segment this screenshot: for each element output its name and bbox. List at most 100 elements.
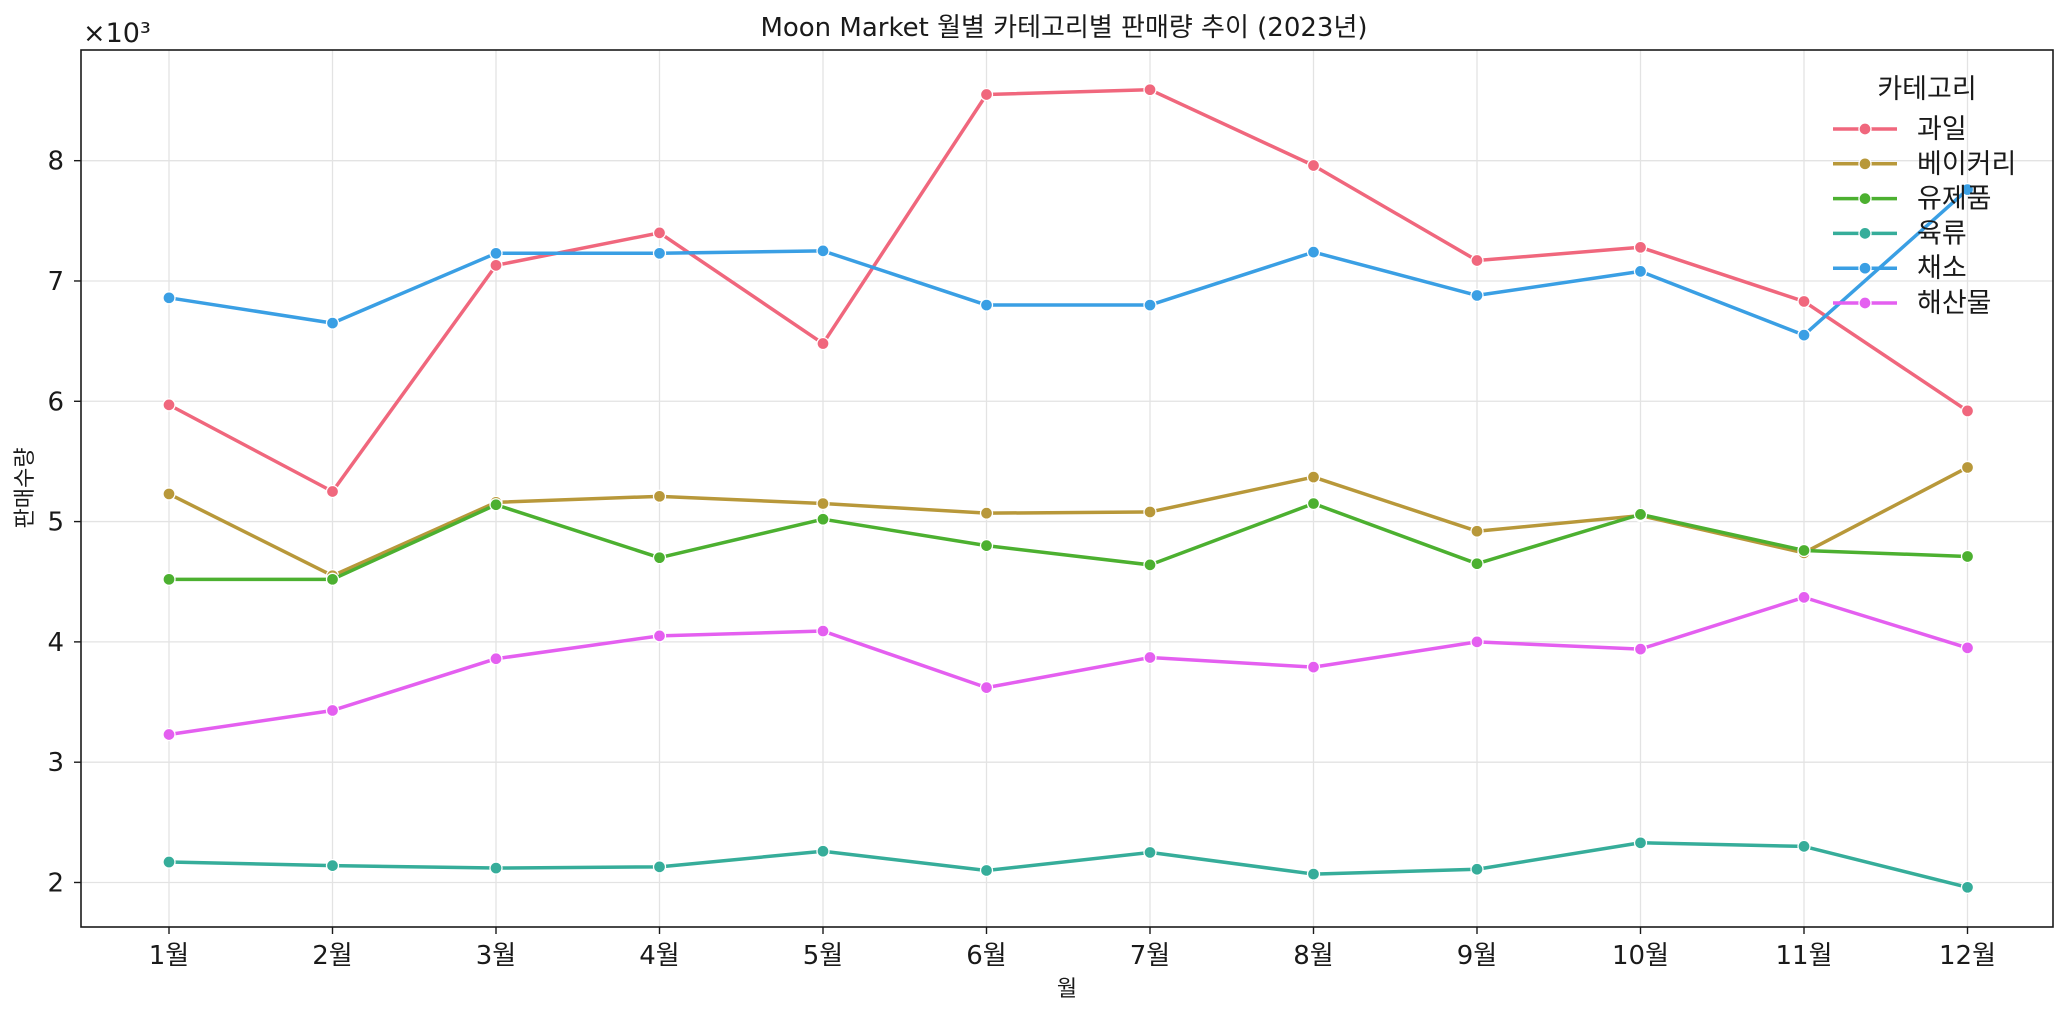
data-point: [1797, 543, 1811, 558]
legend-label: 과일: [1917, 114, 1967, 145]
data-point: [1143, 845, 1157, 860]
data-point: [979, 87, 994, 102]
data-point: [1143, 505, 1157, 519]
x-tick-label: 9월: [1457, 941, 1497, 971]
data-point: [1960, 549, 1975, 564]
data-point: [1960, 880, 1975, 894]
data-point: [652, 629, 667, 643]
x-tick-label: 3월: [476, 941, 516, 971]
data-point: [162, 398, 176, 412]
legend-swatch-marker: [1858, 122, 1872, 136]
data-point: [1633, 240, 1648, 254]
data-point: [162, 727, 176, 742]
data-point: [1470, 557, 1484, 571]
data-point: [1797, 590, 1811, 605]
data-point: [1306, 158, 1321, 173]
data-point: [652, 246, 667, 260]
y-tick-label: 2: [47, 868, 64, 898]
data-point: [1306, 245, 1321, 259]
x-tick-label: 2월: [312, 941, 352, 971]
data-point: [489, 258, 503, 272]
data-point: [489, 246, 503, 260]
series-line: [167, 187, 1970, 337]
data-point: [1633, 507, 1648, 522]
data-point: [1960, 641, 1975, 655]
data-point: [1143, 83, 1157, 97]
x-tick-label: 10월: [1612, 941, 1669, 971]
legend-swatch-marker: [1858, 296, 1872, 310]
x-tick-label: 12월: [1939, 941, 1996, 971]
data-point: [162, 291, 176, 305]
x-axis-label: 월: [1057, 977, 1077, 1002]
legend-item: 과일: [1833, 114, 1967, 145]
legend-item: 유제품: [1833, 184, 1992, 215]
data-point: [1633, 642, 1648, 656]
legend-swatch-marker: [1858, 191, 1872, 206]
legend-label: 해산물: [1917, 288, 1992, 319]
series-line: [167, 841, 1970, 890]
plot-area-frame: [80, 49, 2054, 928]
data-point: [816, 336, 830, 351]
data-point: [1306, 470, 1321, 484]
legend-swatch-marker: [1858, 157, 1872, 171]
data-point: [652, 226, 667, 240]
data-point: [325, 316, 340, 330]
data-point: [1633, 264, 1648, 279]
data-point: [489, 652, 503, 666]
data-point: [1797, 328, 1811, 342]
data-point: [979, 298, 994, 312]
data-point: [1143, 298, 1157, 312]
series-line: [167, 501, 1970, 582]
data-point: [1960, 182, 1975, 197]
data-point: [325, 572, 340, 586]
data-point: [325, 703, 340, 718]
data-point: [979, 863, 994, 878]
data-point: [1470, 635, 1484, 649]
data-point: [1470, 862, 1484, 876]
series-lines: [162, 83, 1975, 894]
y-axis-label: 판매수량: [13, 448, 38, 529]
data-point: [325, 858, 340, 873]
series-2: [162, 496, 1975, 586]
data-point: [652, 860, 667, 874]
data-point: [325, 484, 340, 499]
data-point: [979, 680, 994, 695]
series-0: [162, 83, 1975, 499]
x-tick-label: 4월: [639, 941, 679, 971]
x-tick-label: 11월: [1775, 941, 1832, 971]
data-point: [162, 487, 176, 501]
series-line: [167, 87, 1970, 494]
data-point: [489, 861, 503, 875]
x-tick-label: 5월: [803, 941, 843, 971]
data-point: [1960, 460, 1975, 475]
data-point: [489, 498, 503, 512]
data-point: [1143, 558, 1157, 572]
axis-ticks: 1월 2월 3월 4월 5월 6월 7월 8월 9월 10월 11월 12월 2 3 4 5 6 7 8: [47, 147, 1996, 971]
data-point: [1797, 294, 1811, 309]
data-point: [1470, 288, 1484, 303]
x-tick-label: 6월: [966, 941, 1006, 971]
data-point: [1143, 650, 1157, 665]
series-4: [162, 182, 1975, 342]
legend-item: 채소: [1833, 253, 1967, 284]
y-tick-label: 3: [47, 748, 64, 778]
gridlines: [81, 50, 2053, 927]
y-tick-label: 4: [47, 628, 64, 658]
legend-label: 육류: [1917, 218, 1967, 249]
data-point: [162, 572, 176, 586]
data-point: [1633, 836, 1648, 850]
series-line: [167, 595, 1970, 737]
legend-swatch-marker: [1858, 226, 1872, 241]
data-point: [816, 496, 830, 511]
legend-label: 베이커리: [1917, 149, 2016, 180]
data-point: [652, 551, 667, 565]
x-tick-label: 7월: [1130, 941, 1170, 971]
chart-title: Moon Market 월별 카테고리별 판매량 추이 (2023년): [760, 13, 1367, 43]
y-tick-label: 7: [47, 267, 64, 297]
data-point: [816, 512, 830, 526]
legend-item: 해산물: [1833, 288, 1992, 319]
data-point: [979, 506, 994, 520]
